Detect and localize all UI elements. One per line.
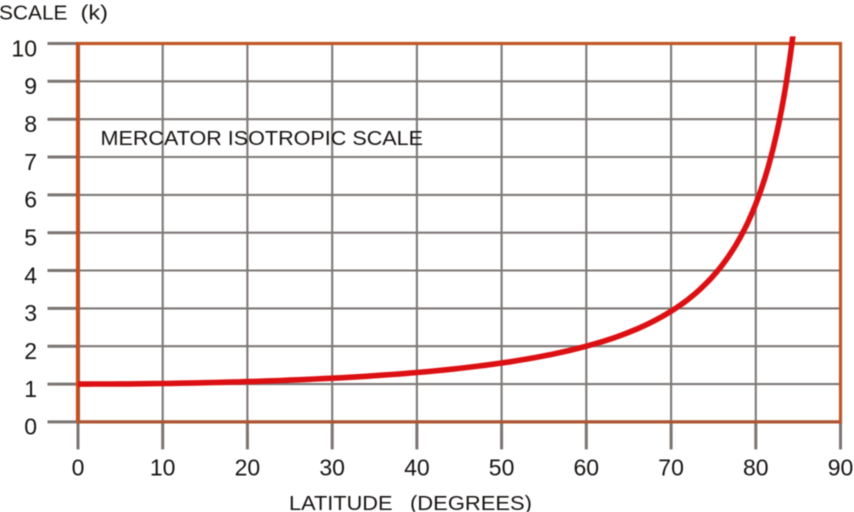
svg-text:1: 1 <box>24 376 37 402</box>
svg-text:9: 9 <box>24 73 37 99</box>
svg-text:40: 40 <box>404 454 430 480</box>
svg-text:LATITUDE: LATITUDE <box>289 493 393 512</box>
svg-text:80: 80 <box>743 454 769 480</box>
svg-text:SCALE: SCALE <box>0 2 68 24</box>
svg-text:0: 0 <box>24 414 37 440</box>
svg-text:90: 90 <box>828 454 854 480</box>
svg-text:10: 10 <box>11 35 37 61</box>
svg-text:70: 70 <box>658 454 684 480</box>
svg-text:2: 2 <box>24 338 37 364</box>
svg-text:50: 50 <box>489 454 515 480</box>
svg-text:0: 0 <box>72 454 85 480</box>
svg-text:5: 5 <box>24 225 37 251</box>
svg-text:8: 8 <box>24 111 37 137</box>
svg-text:20: 20 <box>235 454 261 480</box>
svg-text:(k): (k) <box>81 2 109 24</box>
svg-text:60: 60 <box>574 454 600 480</box>
svg-text:10: 10 <box>150 454 176 480</box>
svg-text:4: 4 <box>24 262 37 288</box>
svg-text:(DEGREES): (DEGREES) <box>410 493 532 512</box>
svg-text:MERCATOR ISOTROPIC SCALE: MERCATOR ISOTROPIC SCALE <box>101 128 424 150</box>
svg-text:7: 7 <box>24 149 37 175</box>
svg-text:3: 3 <box>24 300 37 326</box>
svg-text:6: 6 <box>24 187 37 213</box>
svg-text:30: 30 <box>319 454 345 480</box>
